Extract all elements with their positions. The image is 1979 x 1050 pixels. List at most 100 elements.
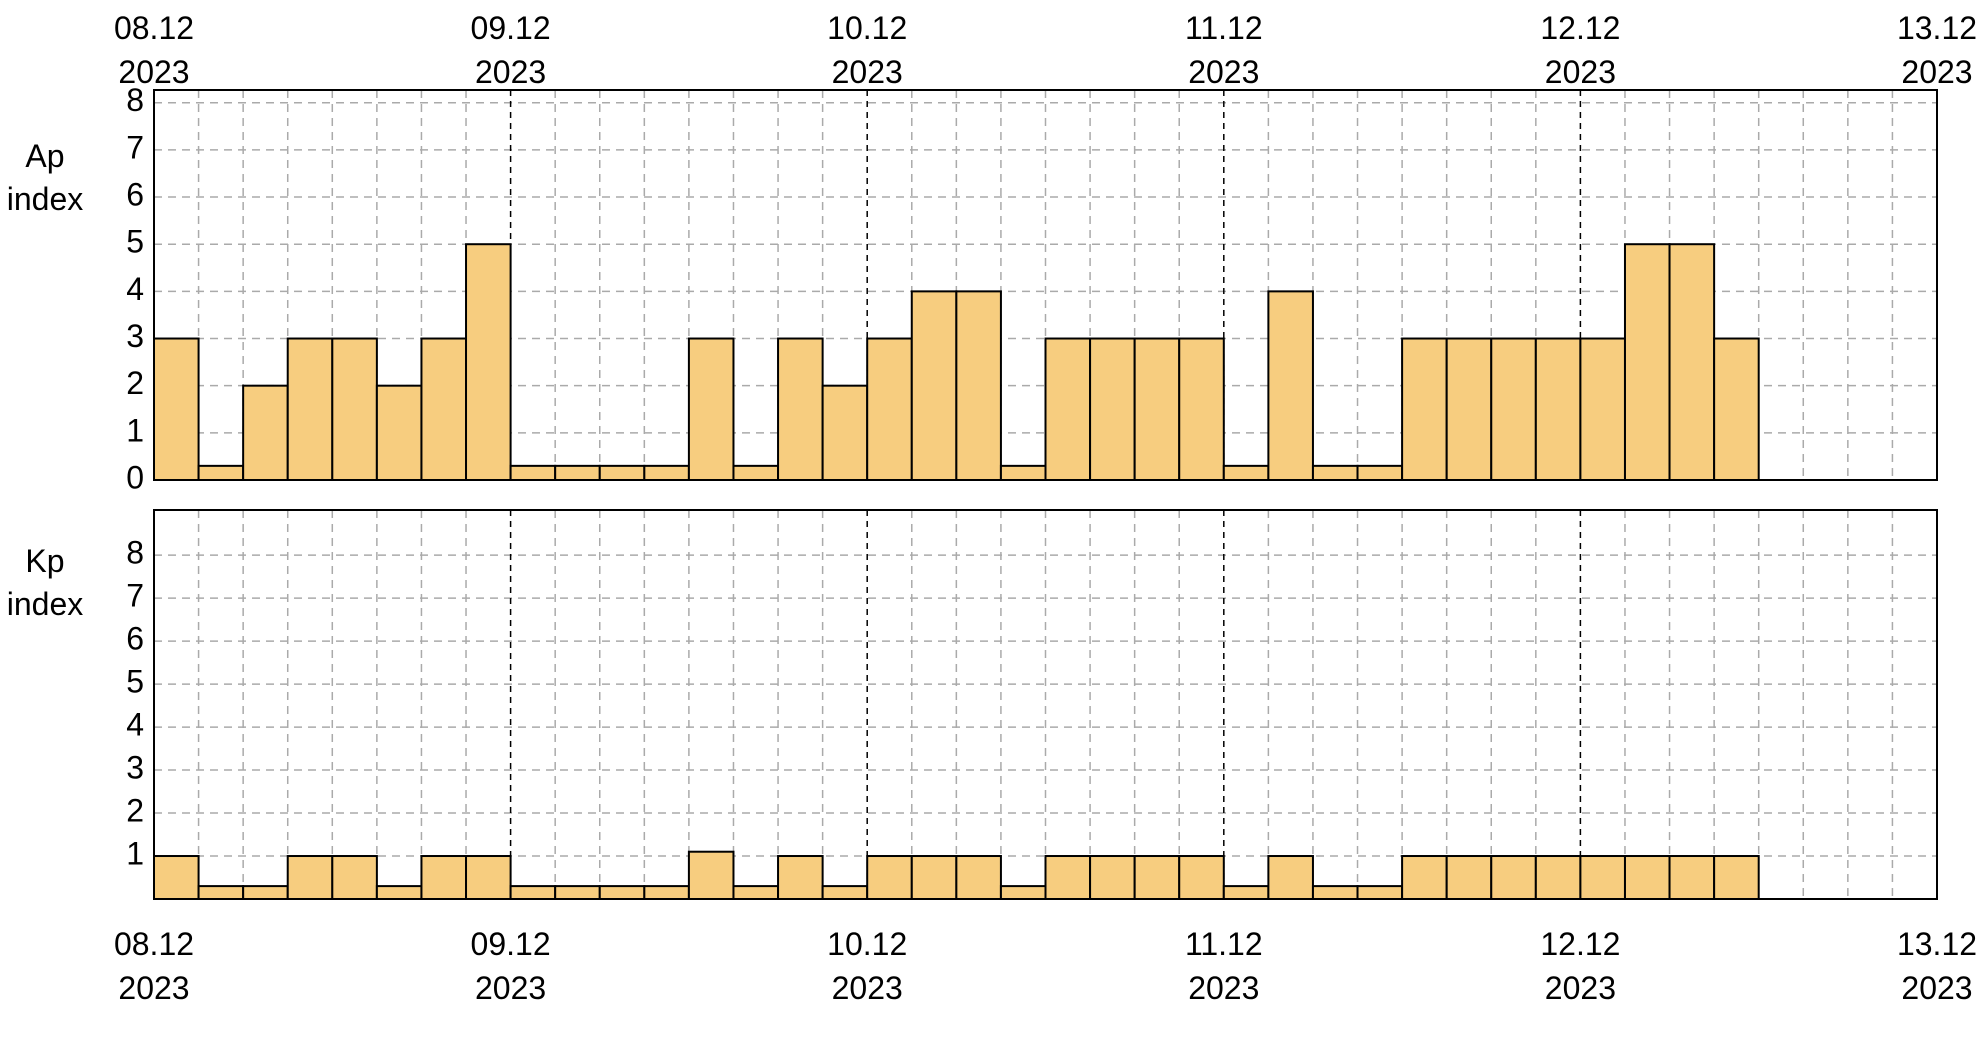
y-tick-label: 6 bbox=[126, 177, 144, 213]
x-tick-label: 10.12 2023 bbox=[827, 10, 907, 90]
y-tick-label: 1 bbox=[126, 412, 144, 448]
bar bbox=[866, 855, 913, 901]
bar bbox=[866, 337, 913, 481]
bar bbox=[1445, 337, 1493, 481]
bar bbox=[197, 885, 245, 901]
x-tick-label: 11.12 2023 bbox=[1185, 10, 1263, 90]
bar bbox=[465, 243, 512, 481]
bar bbox=[955, 290, 1002, 482]
bar bbox=[732, 464, 780, 481]
panel bbox=[154, 510, 1937, 899]
bar bbox=[1222, 464, 1270, 481]
y-tick-label: 2 bbox=[126, 792, 144, 828]
bar bbox=[1668, 243, 1716, 481]
bar bbox=[777, 855, 824, 901]
bar bbox=[420, 855, 468, 901]
bar bbox=[286, 855, 334, 901]
y-tick-label: 2 bbox=[126, 365, 144, 401]
bar bbox=[153, 855, 200, 901]
bar bbox=[1311, 885, 1359, 901]
bar bbox=[1356, 464, 1404, 481]
bar bbox=[554, 464, 601, 481]
bar bbox=[1044, 855, 1092, 901]
bar bbox=[598, 464, 646, 481]
y-tick-label: 5 bbox=[126, 664, 144, 700]
bar bbox=[1534, 855, 1582, 901]
bar bbox=[732, 885, 780, 901]
bar bbox=[643, 885, 690, 901]
bar bbox=[1445, 855, 1493, 901]
bar bbox=[1623, 243, 1671, 481]
bar bbox=[197, 464, 245, 481]
bar bbox=[1401, 855, 1448, 901]
bar bbox=[643, 464, 690, 481]
bar bbox=[1089, 337, 1136, 481]
bar bbox=[687, 337, 735, 481]
bar bbox=[1623, 855, 1671, 901]
bar bbox=[242, 384, 289, 482]
y-axis-label: Ap index bbox=[7, 138, 84, 217]
bar bbox=[1178, 337, 1225, 481]
bar bbox=[1490, 337, 1537, 481]
x-tick-label: 13.12 2023 bbox=[1897, 10, 1977, 90]
y-tick-label: 8 bbox=[126, 82, 144, 118]
bar bbox=[1668, 855, 1716, 901]
bar bbox=[1133, 855, 1181, 901]
bar bbox=[999, 464, 1047, 481]
bar bbox=[777, 337, 824, 481]
bar bbox=[1089, 855, 1136, 901]
bar bbox=[509, 885, 557, 901]
bar bbox=[1579, 337, 1626, 481]
y-tick-label: 0 bbox=[126, 459, 144, 495]
bar bbox=[910, 290, 958, 482]
x-tick-label: 08.12 2023 bbox=[114, 10, 194, 90]
x-tick-label: 12.12 2023 bbox=[1540, 10, 1620, 90]
bar bbox=[1133, 337, 1181, 481]
bar bbox=[1311, 464, 1359, 481]
bar bbox=[1044, 337, 1092, 481]
bar bbox=[910, 855, 958, 901]
y-tick-label: 6 bbox=[126, 621, 144, 657]
y-tick-label: 5 bbox=[126, 224, 144, 260]
plot-frame bbox=[153, 509, 1938, 900]
bar bbox=[1267, 855, 1314, 901]
bar bbox=[1178, 855, 1225, 901]
bar bbox=[1356, 885, 1404, 901]
plot-frame bbox=[153, 89, 1938, 481]
bar bbox=[465, 855, 512, 901]
bar bbox=[1713, 337, 1760, 481]
bar bbox=[509, 464, 557, 481]
bar bbox=[1401, 337, 1448, 481]
y-tick-label: 7 bbox=[126, 129, 144, 165]
bar bbox=[286, 337, 334, 481]
y-tick-label: 4 bbox=[126, 707, 144, 743]
y-tick-label: 7 bbox=[126, 578, 144, 614]
x-tick-label: 08.12 2023 bbox=[114, 926, 194, 1006]
bar bbox=[821, 885, 869, 901]
bar bbox=[554, 885, 601, 901]
x-tick-label: 11.12 2023 bbox=[1185, 926, 1263, 1006]
bar bbox=[242, 885, 289, 901]
x-tick-label: 13.12 2023 bbox=[1897, 926, 1977, 1006]
y-tick-label: 8 bbox=[126, 535, 144, 571]
bar bbox=[821, 384, 869, 482]
x-tick-label: 09.12 2023 bbox=[471, 926, 551, 1006]
bar bbox=[1267, 290, 1314, 482]
bar bbox=[598, 885, 646, 901]
bar bbox=[1222, 885, 1270, 901]
bar bbox=[375, 384, 423, 482]
bar bbox=[1713, 855, 1760, 901]
x-tick-label: 12.12 2023 bbox=[1540, 926, 1620, 1006]
bar bbox=[1490, 855, 1537, 901]
x-tick-label: 10.12 2023 bbox=[827, 926, 907, 1006]
y-tick-label: 4 bbox=[126, 271, 144, 307]
y-tick-label: 3 bbox=[126, 750, 144, 786]
bar bbox=[375, 885, 423, 901]
bar bbox=[331, 337, 378, 481]
bar bbox=[955, 855, 1002, 901]
x-tick-label: 09.12 2023 bbox=[471, 10, 551, 90]
bar bbox=[420, 337, 468, 481]
bar bbox=[153, 337, 200, 481]
y-tick-label: 1 bbox=[126, 835, 144, 871]
